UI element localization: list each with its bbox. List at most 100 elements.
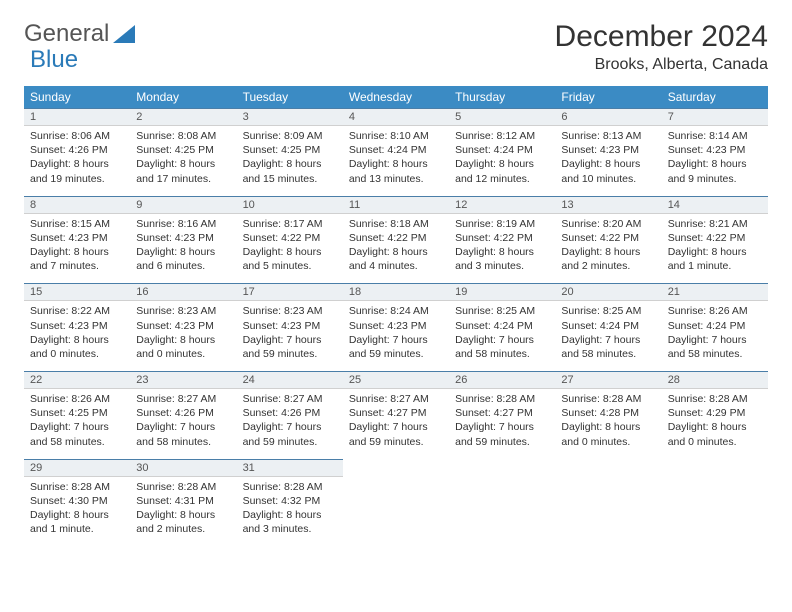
sunset-line: Sunset: 4:28 PM <box>561 406 655 420</box>
day-content-cell: Sunrise: 8:27 AMSunset: 4:27 PMDaylight:… <box>343 389 449 460</box>
sunrise-line: Sunrise: 8:06 AM <box>30 129 124 143</box>
day-number-cell: 9 <box>130 196 236 213</box>
day-content-cell: Sunrise: 8:24 AMSunset: 4:23 PMDaylight:… <box>343 301 449 372</box>
daylight-line: Daylight: 8 hours and 6 minutes. <box>136 245 230 273</box>
sunset-line: Sunset: 4:26 PM <box>30 143 124 157</box>
weekday-header: Sunday <box>24 86 130 109</box>
sunset-line: Sunset: 4:22 PM <box>243 231 337 245</box>
day-content-cell: Sunrise: 8:09 AMSunset: 4:25 PMDaylight:… <box>237 126 343 197</box>
sunset-line: Sunset: 4:23 PM <box>136 319 230 333</box>
day-number-cell <box>662 459 768 476</box>
sunrise-line: Sunrise: 8:28 AM <box>243 480 337 494</box>
daynum-row: 891011121314 <box>24 196 768 213</box>
day-number-cell <box>343 459 449 476</box>
day-number-cell: 15 <box>24 284 130 301</box>
sunset-line: Sunset: 4:25 PM <box>136 143 230 157</box>
daylight-line: Daylight: 7 hours and 58 minutes. <box>455 333 549 361</box>
daynum-row: 293031 <box>24 459 768 476</box>
sunset-line: Sunset: 4:23 PM <box>30 319 124 333</box>
daylight-line: Daylight: 7 hours and 59 minutes. <box>243 420 337 448</box>
day-content-cell: Sunrise: 8:28 AMSunset: 4:32 PMDaylight:… <box>237 476 343 546</box>
sunrise-line: Sunrise: 8:28 AM <box>668 392 762 406</box>
day-content-cell: Sunrise: 8:25 AMSunset: 4:24 PMDaylight:… <box>555 301 661 372</box>
day-number-cell <box>555 459 661 476</box>
sunset-line: Sunset: 4:24 PM <box>455 143 549 157</box>
sunset-line: Sunset: 4:32 PM <box>243 494 337 508</box>
sunrise-line: Sunrise: 8:28 AM <box>136 480 230 494</box>
day-number-cell: 24 <box>237 372 343 389</box>
day-content-cell: Sunrise: 8:12 AMSunset: 4:24 PMDaylight:… <box>449 126 555 197</box>
sunrise-line: Sunrise: 8:21 AM <box>668 217 762 231</box>
day-content-cell: Sunrise: 8:28 AMSunset: 4:28 PMDaylight:… <box>555 389 661 460</box>
logo-word2: Blue <box>30 46 78 74</box>
day-number-cell: 21 <box>662 284 768 301</box>
daylight-line: Daylight: 8 hours and 7 minutes. <box>30 245 124 273</box>
day-content-cell: Sunrise: 8:20 AMSunset: 4:22 PMDaylight:… <box>555 213 661 284</box>
daylight-line: Daylight: 7 hours and 58 minutes. <box>561 333 655 361</box>
day-content-cell: Sunrise: 8:17 AMSunset: 4:22 PMDaylight:… <box>237 213 343 284</box>
day-content-cell: Sunrise: 8:27 AMSunset: 4:26 PMDaylight:… <box>237 389 343 460</box>
sunset-line: Sunset: 4:25 PM <box>243 143 337 157</box>
daynum-row: 1234567 <box>24 109 768 126</box>
sunset-line: Sunset: 4:24 PM <box>349 143 443 157</box>
sunrise-line: Sunrise: 8:22 AM <box>30 304 124 318</box>
day-number-cell: 25 <box>343 372 449 389</box>
sunrise-line: Sunrise: 8:28 AM <box>30 480 124 494</box>
sunrise-line: Sunrise: 8:08 AM <box>136 129 230 143</box>
daylight-line: Daylight: 8 hours and 19 minutes. <box>30 157 124 185</box>
daylight-line: Daylight: 8 hours and 2 minutes. <box>561 245 655 273</box>
sunrise-line: Sunrise: 8:26 AM <box>30 392 124 406</box>
title-block: December 2024 Brooks, Alberta, Canada <box>555 20 768 74</box>
location: Brooks, Alberta, Canada <box>555 56 768 74</box>
day-content-cell: Sunrise: 8:25 AMSunset: 4:24 PMDaylight:… <box>449 301 555 372</box>
day-content-cell: Sunrise: 8:18 AMSunset: 4:22 PMDaylight:… <box>343 213 449 284</box>
day-content-cell <box>662 476 768 546</box>
sunrise-line: Sunrise: 8:26 AM <box>668 304 762 318</box>
sunrise-line: Sunrise: 8:27 AM <box>136 392 230 406</box>
day-content-cell: Sunrise: 8:15 AMSunset: 4:23 PMDaylight:… <box>24 213 130 284</box>
day-number-cell: 1 <box>24 109 130 126</box>
weekday-header: Saturday <box>662 86 768 109</box>
sunrise-line: Sunrise: 8:12 AM <box>455 129 549 143</box>
daylight-line: Daylight: 8 hours and 0 minutes. <box>561 420 655 448</box>
sunrise-line: Sunrise: 8:27 AM <box>243 392 337 406</box>
day-number-cell: 29 <box>24 459 130 476</box>
day-content-cell: Sunrise: 8:06 AMSunset: 4:26 PMDaylight:… <box>24 126 130 197</box>
weekday-header: Tuesday <box>237 86 343 109</box>
daylight-line: Daylight: 8 hours and 0 minutes. <box>30 333 124 361</box>
day-content-cell: Sunrise: 8:28 AMSunset: 4:31 PMDaylight:… <box>130 476 236 546</box>
header: General December 2024 Brooks, Alberta, C… <box>24 20 768 74</box>
weekday-header: Monday <box>130 86 236 109</box>
daylight-line: Daylight: 8 hours and 2 minutes. <box>136 508 230 536</box>
month-title: December 2024 <box>555 20 768 54</box>
sunset-line: Sunset: 4:24 PM <box>455 319 549 333</box>
sunrise-line: Sunrise: 8:28 AM <box>561 392 655 406</box>
day-content-cell: Sunrise: 8:22 AMSunset: 4:23 PMDaylight:… <box>24 301 130 372</box>
day-content-cell: Sunrise: 8:23 AMSunset: 4:23 PMDaylight:… <box>237 301 343 372</box>
day-content-cell: Sunrise: 8:13 AMSunset: 4:23 PMDaylight:… <box>555 126 661 197</box>
content-row: Sunrise: 8:28 AMSunset: 4:30 PMDaylight:… <box>24 476 768 546</box>
sunset-line: Sunset: 4:23 PM <box>561 143 655 157</box>
daylight-line: Daylight: 7 hours and 59 minutes. <box>349 333 443 361</box>
sunset-line: Sunset: 4:23 PM <box>349 319 443 333</box>
weekday-header: Thursday <box>449 86 555 109</box>
day-number-cell: 20 <box>555 284 661 301</box>
sunrise-line: Sunrise: 8:14 AM <box>668 129 762 143</box>
daylight-line: Daylight: 7 hours and 58 minutes. <box>136 420 230 448</box>
day-number-cell: 17 <box>237 284 343 301</box>
day-number-cell: 31 <box>237 459 343 476</box>
logo: General <box>24 20 135 48</box>
day-number-cell: 14 <box>662 196 768 213</box>
daylight-line: Daylight: 8 hours and 1 minute. <box>668 245 762 273</box>
day-number-cell: 6 <box>555 109 661 126</box>
day-content-cell: Sunrise: 8:26 AMSunset: 4:25 PMDaylight:… <box>24 389 130 460</box>
day-number-cell: 19 <box>449 284 555 301</box>
day-number-cell: 8 <box>24 196 130 213</box>
sunrise-line: Sunrise: 8:15 AM <box>30 217 124 231</box>
sunset-line: Sunset: 4:26 PM <box>136 406 230 420</box>
daylight-line: Daylight: 8 hours and 9 minutes. <box>668 157 762 185</box>
day-number-cell: 2 <box>130 109 236 126</box>
sunset-line: Sunset: 4:24 PM <box>561 319 655 333</box>
sunrise-line: Sunrise: 8:16 AM <box>136 217 230 231</box>
sunset-line: Sunset: 4:23 PM <box>243 319 337 333</box>
